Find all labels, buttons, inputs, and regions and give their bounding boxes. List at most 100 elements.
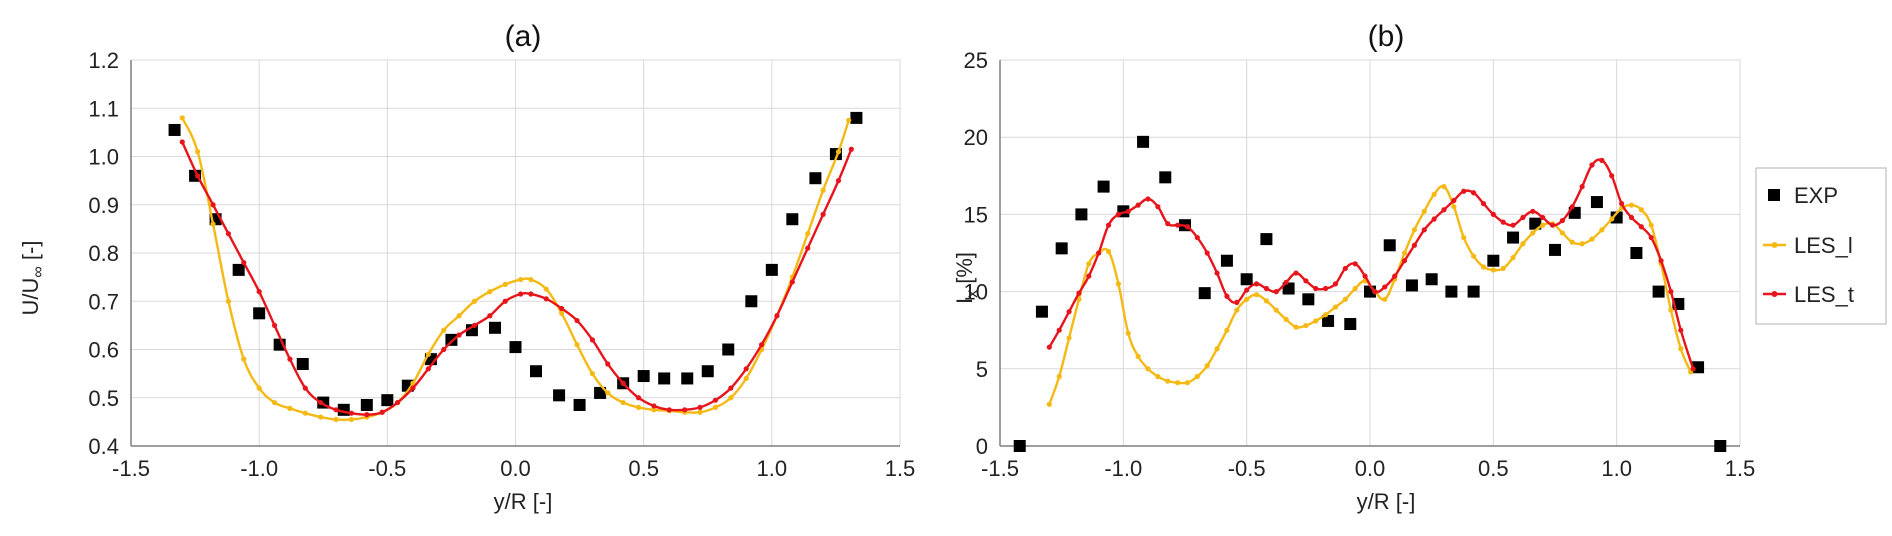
- panel-b-les-t-point: [1490, 211, 1496, 217]
- panel-b-les-t-point: [1194, 234, 1200, 241]
- panel-a-les-l-point: [502, 281, 508, 287]
- panel-a-les-t-point: [410, 385, 416, 391]
- panel-a-exp-point: [296, 357, 309, 370]
- panel-a-les-t-point: [394, 399, 401, 406]
- panel-a-exp-point: [701, 365, 714, 378]
- panel-a-les-t-point: [318, 399, 324, 406]
- panel-b-les-t-point: [1204, 250, 1210, 256]
- panel-a-x-tick-label: -0.5: [368, 456, 406, 481]
- panel-a-y-label-main: U/U: [18, 278, 43, 316]
- panel-a-y-axis-label: U/U∞ [-]: [18, 241, 47, 316]
- panel-b-les-l-point: [1352, 285, 1358, 292]
- panel-b-les-t-point: [1303, 278, 1309, 284]
- panel-b-les-l-point: [1155, 373, 1161, 380]
- panel-b-les-l-point: [1224, 327, 1230, 333]
- panel-b-y-axis-label: Ix [%]: [952, 252, 981, 304]
- panel-b-les-l-point: [1421, 208, 1427, 214]
- panel-a-chart: (a) -1.5 -1.0 -0.5 0.0 0.5 1.0 1.5 0.4 0.5 0.6 0.7…: [18, 20, 915, 514]
- panel-a-x-tick-label: 0.5: [628, 456, 659, 481]
- panel-b-les-l-point: [1628, 202, 1635, 208]
- panel-b-les-t-point: [1619, 200, 1625, 207]
- panel-a-les-t-point: [559, 305, 565, 312]
- panel-b-les-t-point: [1096, 250, 1102, 256]
- panel-b-les-l-point: [1273, 307, 1279, 313]
- panel-b-les-t-point: [1510, 222, 1516, 228]
- panel-a-grid: [131, 59, 901, 446]
- panel-a-les-l-point: [287, 405, 293, 411]
- panel-a-les-l-point: [318, 414, 324, 420]
- panel-a-les-t-point: [605, 361, 611, 367]
- panel-b-y-tick-label: 0: [976, 434, 988, 459]
- panel-a-les-l-point: [241, 356, 247, 362]
- panel-b-les-t-point: [1549, 222, 1556, 228]
- panel-b-les-t-point: [1066, 309, 1072, 315]
- panel-a-y-tick-label: 0.8: [88, 241, 119, 266]
- panel-a-exp-point: [745, 295, 758, 308]
- panel-b-les-t-point: [1155, 204, 1161, 210]
- panel-a-y-tick-label: 0.6: [88, 338, 119, 363]
- panel-b-x-tick-label: -0.5: [1228, 456, 1266, 481]
- panel-a-exp-point: [381, 394, 394, 407]
- panel-b-exp-point: [1590, 196, 1603, 209]
- panel-a-les-l-point: [543, 286, 549, 292]
- panel-a-exp-point: [232, 263, 245, 276]
- panel-b-les-l-point: [1451, 204, 1457, 210]
- panel-a-les-l-point: [302, 410, 308, 416]
- panel-b-les-t-point: [1559, 217, 1565, 224]
- panel-a-les-l-point: [271, 399, 278, 406]
- panel-a-les-t-point: [441, 346, 447, 353]
- panel-b-les-l-point: [1431, 191, 1437, 197]
- panel-b-y-tick-label: 5: [976, 357, 988, 382]
- panel-a-les-t-point: [471, 322, 478, 328]
- panel-b-les-l-point: [1411, 227, 1417, 233]
- panel-b-les-l-point: [1175, 380, 1181, 386]
- panel-a-axes: [130, 60, 900, 447]
- panel-b-les-t-point: [1135, 202, 1141, 208]
- panel-b-les-l-point: [1253, 292, 1260, 298]
- panel-b-exp-point: [1260, 233, 1273, 246]
- panel-b-les-t-point: [1382, 284, 1388, 290]
- panel-b-title: (b): [1368, 20, 1405, 53]
- panel-a-les-t-point: [425, 366, 431, 372]
- panel-b-les-t-point: [1323, 285, 1329, 292]
- panel-b-les-l-point: [1441, 184, 1447, 190]
- panel-a-les-t-point: [528, 291, 534, 297]
- panel-b-les-t-point: [1253, 281, 1260, 287]
- panel-b-les-t-point: [1332, 281, 1339, 287]
- panel-a-les-l-point: [846, 117, 852, 123]
- panel-a-les-t-point: [271, 322, 278, 328]
- panel-b-exp-point: [1097, 180, 1110, 193]
- panel-a-exp-point: [809, 172, 822, 185]
- panel-a-les-t-point: [820, 211, 826, 217]
- panel-a-exp-point: [786, 213, 799, 226]
- panel-a-les-l-point: [348, 416, 355, 423]
- panel-a-les-l-point: [179, 115, 185, 121]
- panel-a-exp-point: [509, 341, 522, 354]
- panel-a-les-t-point: [574, 317, 580, 324]
- legend-les-l-marker: [1771, 242, 1778, 248]
- panel-b-les-l-point: [1678, 346, 1684, 352]
- panel-b-exp-point: [1383, 239, 1396, 252]
- panel-a-exp-point: [681, 372, 694, 385]
- panel-b-les-l-point: [1293, 324, 1299, 330]
- panel-b-y-label-unit: [%]: [952, 252, 977, 290]
- panel-b-les-t-point: [1628, 214, 1635, 221]
- panel-b-les-l-point: [1342, 296, 1348, 302]
- panel-b-exp-point: [1220, 254, 1233, 267]
- panel-b-x-tick-label: 0.5: [1478, 456, 1509, 481]
- panel-b-les-l-point: [1086, 261, 1092, 267]
- panel-a-les-t-point: [774, 313, 780, 319]
- panel-a-les-l-point: [410, 380, 416, 386]
- panel-a-les-t-point: [487, 313, 493, 319]
- panel-b-les-t-point: [1184, 224, 1191, 230]
- panel-b-les-t-point: [1392, 273, 1398, 279]
- panel-b-y-tick-label: 15: [964, 202, 988, 227]
- panel-b-les-l-point: [1323, 312, 1329, 318]
- panel-b-les-l-point: [1510, 255, 1516, 261]
- panel-a-les-t-point: [518, 291, 524, 297]
- panel-b-y-tick-label: 20: [964, 125, 988, 150]
- panel-a-les-t-point: [805, 245, 811, 251]
- panel-a-les-l-point: [697, 409, 703, 415]
- panel-b-exp-point: [1055, 242, 1068, 255]
- panel-b-les-t-point: [1214, 270, 1220, 276]
